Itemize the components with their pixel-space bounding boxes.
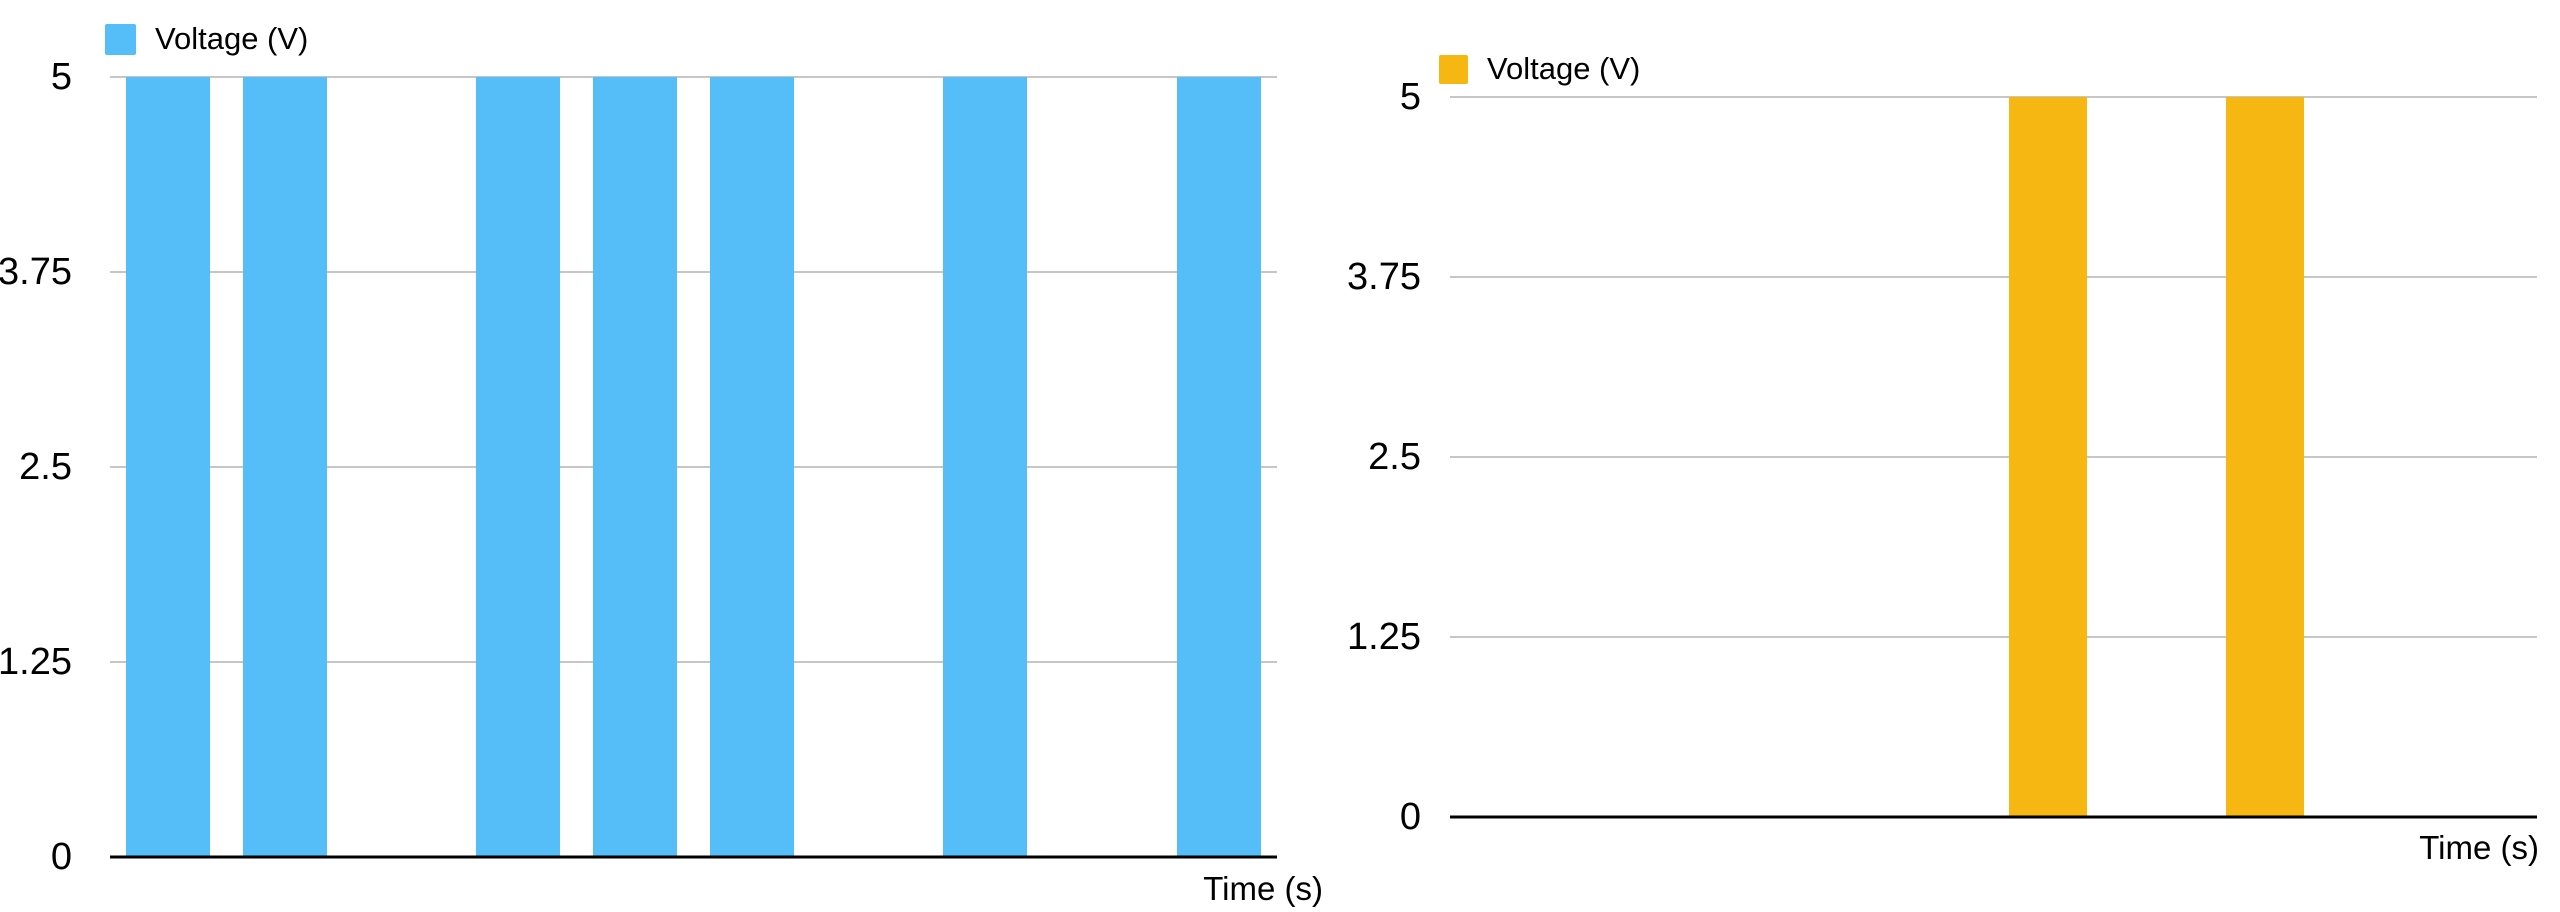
x-axis-title: Time (s) — [1203, 870, 1323, 907]
voltage-chart-blue: Voltage (V) Time (s) 0 1.25 2.5 3.75 5 — [0, 21, 1323, 905]
bar — [943, 77, 1028, 857]
y-tick-label: 0 — [50, 836, 72, 878]
bar — [709, 77, 794, 857]
legend-label: Voltage (V) — [1487, 51, 1641, 86]
gridline — [1450, 636, 2537, 638]
y-tick-label: 2.5 — [19, 446, 72, 488]
legend-label: Voltage (V) — [155, 21, 309, 56]
bar — [126, 77, 211, 857]
plot-area: Time (s) 0 1.25 2.5 3.75 5 — [0, 58, 1323, 905]
gridline — [1450, 276, 2537, 278]
x-axis-line — [1450, 815, 2537, 819]
gridline — [110, 466, 1277, 468]
y-tick-label: 5 — [50, 56, 72, 98]
bar — [1176, 77, 1261, 857]
gridline — [1450, 456, 2537, 458]
bar — [476, 77, 561, 857]
gridline — [110, 76, 1277, 78]
voltage-chart-orange: Voltage (V) Time (s) 0 1.25 2.5 3.75 5 — [1340, 0, 2560, 912]
y-tick-label: 3.75 — [0, 251, 72, 293]
y-tick-label: 5 — [1399, 76, 1421, 118]
y-tick-label: 1.25 — [0, 641, 72, 683]
y-tick-label: 2.5 — [1368, 436, 1421, 478]
x-axis-title: Time (s) — [2419, 829, 2539, 866]
y-tick-label: 0 — [1399, 796, 1421, 838]
x-axis-line — [110, 855, 1277, 859]
bar — [2008, 97, 2087, 817]
legend: Voltage (V) — [1439, 51, 1641, 86]
gridline — [110, 271, 1277, 273]
gridline — [110, 661, 1277, 663]
legend-swatch-icon — [105, 23, 136, 55]
legend-swatch-icon — [1439, 54, 1468, 84]
gridline — [1450, 96, 2537, 98]
legend: Voltage (V) — [105, 21, 309, 56]
bar — [2226, 97, 2305, 817]
y-tick-label: 1.25 — [1347, 616, 1421, 658]
bar — [593, 77, 678, 857]
bar — [243, 77, 328, 857]
plot-area: Time (s) 0 1.25 2.5 3.75 5 — [1347, 78, 2539, 864]
y-tick-label: 3.75 — [1347, 256, 1421, 298]
